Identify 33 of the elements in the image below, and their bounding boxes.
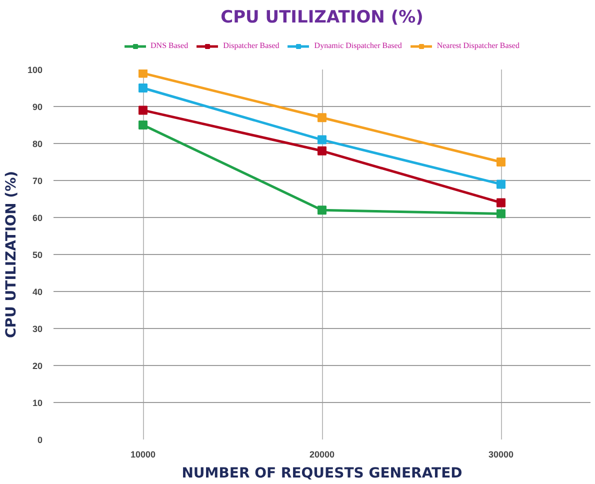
- legend-label: DNS Based: [150, 40, 188, 50]
- y-tick-label: 40: [32, 287, 43, 297]
- y-tick-label: 10: [32, 398, 43, 408]
- y-tick-label: 20: [32, 361, 43, 371]
- point: [318, 206, 326, 215]
- y-tick-label: 30: [32, 324, 43, 334]
- point: [138, 106, 148, 115]
- y-tick-label: 100: [27, 65, 43, 75]
- x-tick-label: 10000: [130, 450, 156, 460]
- y-axis-title: CPU UTILIZATION (%): [3, 170, 20, 338]
- legend-label: Dispatcher Based: [223, 40, 280, 50]
- point: [318, 135, 326, 144]
- legend-label: Dynamic Dispatcher Based: [314, 40, 402, 50]
- point: [138, 84, 148, 92]
- x-axis-title: NUMBER OF REQUESTS GENERATED: [182, 466, 462, 482]
- legend-label: Nearest Dispatcher Based: [436, 40, 520, 50]
- x-tick-label: 30000: [488, 450, 514, 460]
- point: [138, 70, 148, 78]
- point: [496, 198, 506, 208]
- x-tick-label: 20000: [309, 450, 335, 460]
- point: [496, 209, 506, 218]
- y-tick-label: 50: [32, 250, 43, 260]
- y-tick-label: 60: [32, 213, 43, 223]
- point: [138, 120, 148, 130]
- point: [496, 158, 506, 166]
- y-tick-label: 90: [32, 102, 43, 112]
- chart-title: CPU UTILIZATION (%): [220, 8, 424, 28]
- y-tick-label: 70: [32, 176, 43, 186]
- y-tick-label: 0: [37, 435, 43, 445]
- point: [318, 146, 326, 156]
- y-tick-label: 80: [32, 139, 43, 149]
- point: [318, 113, 326, 122]
- point: [496, 180, 506, 189]
